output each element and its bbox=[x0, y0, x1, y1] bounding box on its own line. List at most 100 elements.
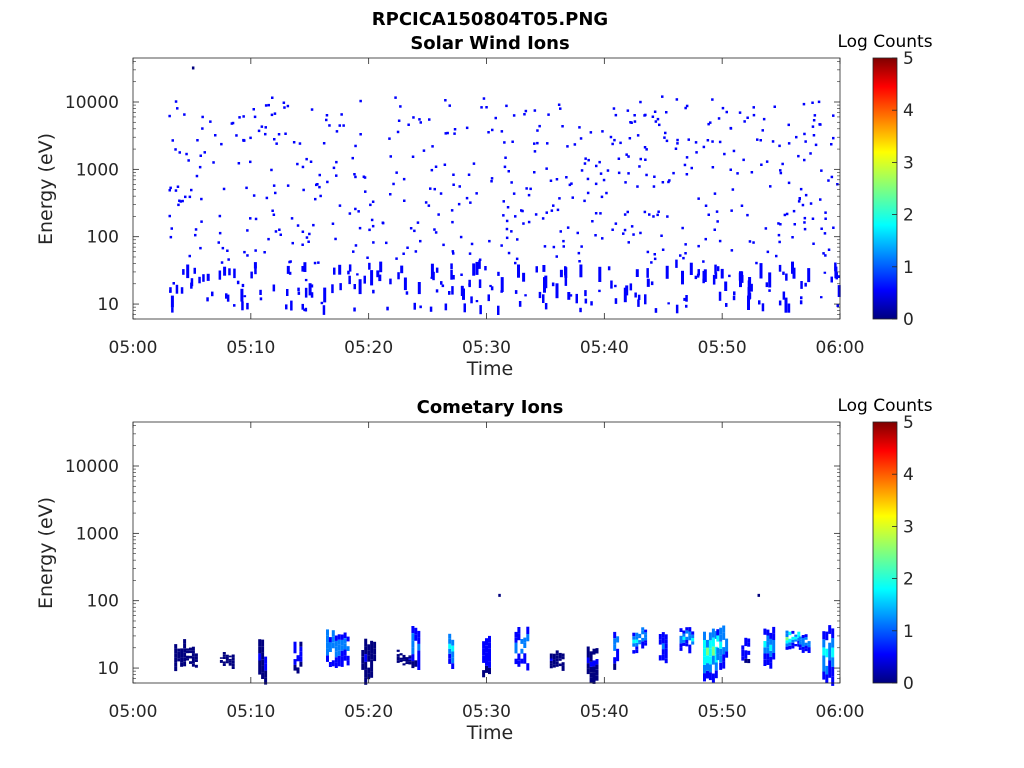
heatmap-cell bbox=[584, 157, 587, 160]
heatmap-cell bbox=[756, 138, 759, 141]
heatmap-cell bbox=[651, 115, 655, 118]
heatmap-cell bbox=[716, 647, 720, 654]
heatmap-cell bbox=[661, 637, 665, 644]
heatmap-cell bbox=[179, 200, 182, 203]
heatmap-cell bbox=[632, 636, 636, 640]
heatmap-cell bbox=[748, 240, 752, 243]
heatmap-cell bbox=[744, 650, 748, 655]
heatmap-cell bbox=[836, 304, 839, 308]
heatmap-cell bbox=[772, 640, 776, 647]
heatmap-cell bbox=[514, 215, 517, 218]
heatmap-cell bbox=[613, 663, 617, 670]
heatmap-cell bbox=[825, 648, 829, 658]
heatmap-cell bbox=[766, 629, 770, 636]
heatmap-cell bbox=[555, 653, 559, 656]
heatmap-cell bbox=[595, 648, 599, 654]
heatmap-cell bbox=[736, 172, 739, 175]
heatmap-cell bbox=[538, 124, 541, 128]
heatmap-cell bbox=[367, 655, 371, 662]
heatmap-cell bbox=[514, 631, 518, 638]
heatmap-cell bbox=[346, 636, 350, 642]
heatmap-cell bbox=[638, 165, 641, 168]
heatmap-cell bbox=[697, 197, 700, 200]
heatmap-cell bbox=[732, 295, 736, 301]
heatmap-cell bbox=[418, 118, 421, 121]
cometary-ylabel: Energy (eV) bbox=[35, 497, 57, 609]
heatmap-cell bbox=[703, 640, 706, 649]
heatmap-cell bbox=[190, 278, 194, 287]
heatmap-cell bbox=[595, 669, 599, 676]
heatmap-cell bbox=[801, 646, 805, 650]
heatmap-cell bbox=[798, 636, 802, 640]
heatmap-cell bbox=[787, 142, 791, 145]
heatmap-cell bbox=[617, 171, 621, 175]
heatmap-cell bbox=[233, 304, 236, 307]
heatmap-cell bbox=[746, 213, 749, 217]
heatmap-cell bbox=[794, 637, 798, 640]
heatmap-cell bbox=[565, 176, 568, 179]
heatmap-cell bbox=[561, 656, 565, 660]
heatmap-cell bbox=[249, 160, 252, 164]
heatmap-cell bbox=[837, 285, 841, 297]
heatmap-cell bbox=[559, 269, 563, 278]
heatmap-cell bbox=[812, 119, 816, 122]
heatmap-cell bbox=[650, 261, 653, 264]
heatmap-cell bbox=[222, 661, 226, 664]
heatmap-cell bbox=[675, 304, 679, 314]
heatmap-cell bbox=[305, 157, 308, 161]
heatmap-cell bbox=[180, 648, 184, 653]
heatmap-cell bbox=[766, 647, 770, 654]
heatmap-cell bbox=[801, 638, 805, 641]
heatmap-cell bbox=[399, 659, 403, 663]
heatmap-cell bbox=[613, 657, 617, 664]
heatmap-cell bbox=[644, 640, 648, 643]
y-tick-label: 10000 bbox=[65, 457, 119, 477]
heatmap-cell bbox=[722, 647, 726, 655]
heatmap-cell bbox=[611, 228, 614, 231]
heatmap-cell bbox=[411, 633, 415, 641]
heatmap-cell bbox=[411, 647, 415, 655]
heatmap-cell bbox=[290, 300, 293, 311]
heatmap-cell bbox=[469, 201, 472, 204]
heatmap-cell bbox=[429, 306, 433, 312]
heatmap-cell bbox=[196, 139, 199, 142]
heatmap-cell bbox=[721, 106, 725, 110]
heatmap-cell bbox=[638, 633, 642, 636]
heatmap-cell bbox=[568, 183, 572, 187]
heatmap-cell bbox=[538, 291, 542, 299]
x-tick-label: 05:20 bbox=[344, 338, 393, 358]
heatmap-cell bbox=[453, 128, 457, 131]
heatmap-cell bbox=[614, 222, 618, 225]
heatmap-cell bbox=[828, 669, 832, 678]
x-tick-label: 05:00 bbox=[109, 702, 158, 722]
colorbar-tick-label: 0 bbox=[903, 310, 914, 330]
heatmap-cell bbox=[683, 163, 687, 167]
heatmap-cell bbox=[228, 658, 232, 661]
heatmap-cell bbox=[613, 631, 617, 639]
heatmap-cell bbox=[800, 296, 803, 300]
heatmap-cell bbox=[785, 637, 789, 641]
heatmap-cell bbox=[353, 307, 356, 312]
heatmap-cell bbox=[695, 151, 698, 154]
heatmap-cell bbox=[827, 179, 830, 182]
heatmap-cell bbox=[194, 664, 198, 668]
heatmap-cell bbox=[488, 239, 491, 243]
heatmap-cell bbox=[708, 640, 712, 649]
solar-wind-colorbar-label: Log Counts bbox=[837, 32, 932, 52]
heatmap-cell bbox=[183, 643, 187, 649]
heatmap-cell bbox=[431, 145, 434, 148]
heatmap-cell bbox=[558, 663, 562, 667]
heatmap-cell bbox=[516, 238, 519, 241]
heatmap-cell bbox=[570, 182, 573, 185]
heatmap-cell bbox=[605, 191, 608, 195]
heatmap-cell bbox=[424, 201, 428, 204]
heatmap-cell bbox=[586, 646, 590, 652]
heatmap-cell bbox=[760, 163, 763, 166]
heatmap-cell bbox=[652, 215, 655, 218]
heatmap-cell bbox=[309, 160, 313, 163]
heatmap-cell bbox=[457, 202, 461, 206]
heatmap-cell bbox=[230, 122, 234, 125]
heatmap-cell bbox=[658, 655, 662, 661]
heatmap-cell bbox=[364, 646, 368, 655]
heatmap-cell bbox=[174, 644, 178, 649]
